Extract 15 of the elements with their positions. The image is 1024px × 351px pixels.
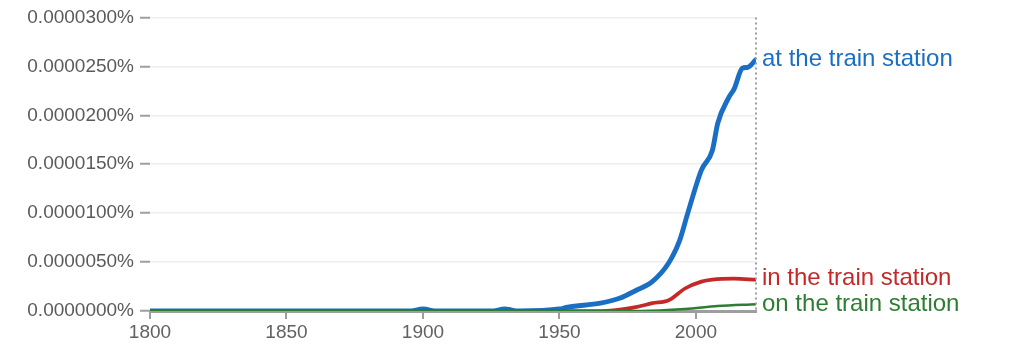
- x-tick-label: 1900: [401, 320, 445, 342]
- series-label: at the train station: [762, 44, 953, 72]
- y-tick-label: 0.0000300%: [27, 5, 135, 27]
- y-tick-label: 0.0000100%: [27, 201, 135, 223]
- x-tick-label: 1800: [128, 320, 172, 342]
- x-tick-label: 1850: [265, 320, 308, 342]
- series-label: on the train station: [762, 288, 960, 316]
- x-tick-label: 2000: [674, 320, 718, 342]
- y-tick-label: 0.0000250%: [27, 54, 135, 76]
- series-label: in the train station: [762, 262, 952, 290]
- y-tick-label: 0.0000050%: [27, 250, 135, 272]
- y-tick-label: 0.0000200%: [27, 103, 135, 125]
- y-tick-label: 0.0000150%: [27, 152, 135, 174]
- x-tick-label: 1950: [538, 320, 581, 342]
- y-tick-label: 0.0000000%: [27, 299, 135, 321]
